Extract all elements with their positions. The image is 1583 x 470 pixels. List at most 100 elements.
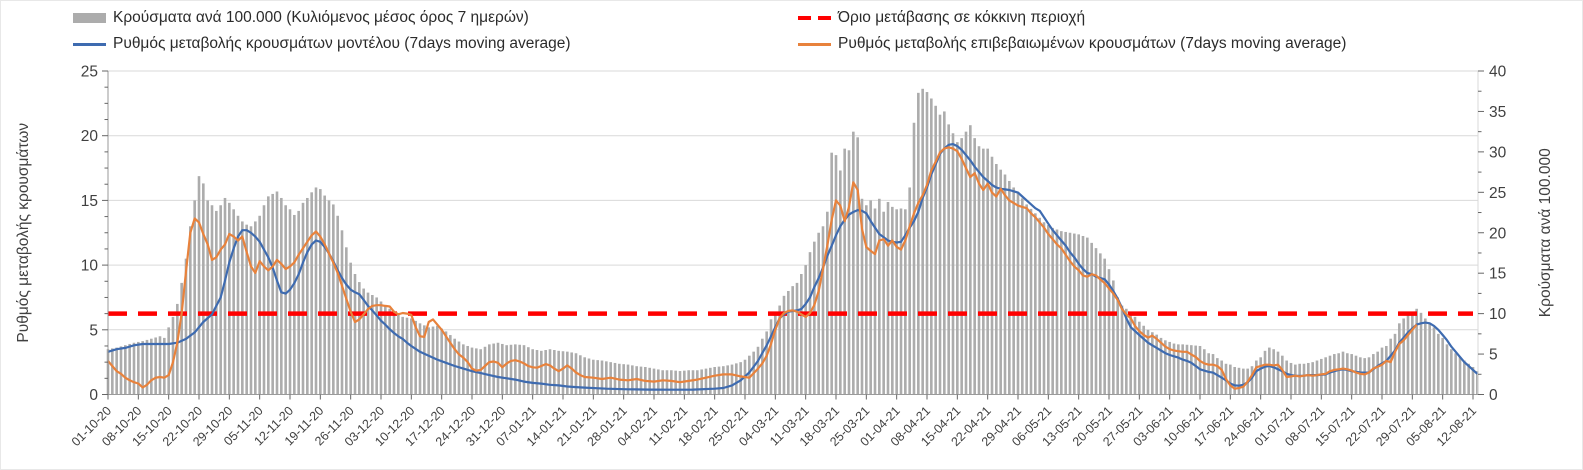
daily-cases-bar [934, 105, 937, 395]
daily-cases-bar [1090, 242, 1093, 395]
daily-cases-bar [817, 232, 820, 395]
right-axis-tick-label: 15 [1489, 266, 1506, 283]
daily-cases-bar [496, 342, 500, 395]
daily-cases-bar [899, 208, 903, 395]
y-axis-left: 0 5 10 15 20 25 [81, 64, 108, 404]
daily-cases-bar [1237, 367, 1241, 395]
daily-cases-bar [713, 367, 716, 395]
daily-cases-bar [111, 348, 114, 395]
daily-cases-bar [1441, 337, 1444, 395]
daily-cases-bar [336, 215, 339, 395]
daily-cases-bar [982, 148, 985, 395]
daily-cases-bar [262, 205, 266, 395]
daily-cases-bar [219, 205, 222, 395]
blue-line-swatch-icon [73, 42, 106, 46]
daily-cases-bar [280, 197, 283, 395]
daily-cases-bar [570, 352, 573, 395]
daily-cases-bar [726, 365, 729, 395]
daily-cases-bar [392, 312, 396, 395]
daily-cases-bar [384, 305, 387, 395]
daily-cases-bar [410, 318, 413, 395]
daily-cases-bar [1341, 351, 1345, 395]
daily-cases-bar [232, 209, 235, 395]
daily-cases-bar [1233, 367, 1236, 395]
daily-cases-bar [206, 200, 209, 395]
daily-cases-bar [1272, 349, 1275, 395]
daily-cases-bar [310, 192, 313, 395]
daily-cases-bar [1103, 258, 1106, 395]
daily-cases-bar [847, 150, 851, 395]
daily-cases-bar [739, 362, 742, 395]
left-axis-tick-label: 5 [89, 322, 98, 339]
daily-cases-bar [527, 347, 530, 395]
daily-cases-bar [132, 342, 136, 395]
daily-cases-bar [483, 346, 487, 395]
daily-cases-bar [995, 164, 998, 395]
daily-cases-bar [1328, 355, 1332, 395]
daily-cases-bar [314, 187, 318, 395]
daily-cases-bar [1164, 340, 1167, 395]
daily-cases-bar [371, 295, 374, 395]
daily-cases-bar [241, 221, 244, 395]
daily-cases-bar [514, 344, 517, 395]
daily-cases-bar [1047, 225, 1050, 395]
daily-cases-bar [319, 189, 322, 395]
daily-cases-bar [137, 341, 140, 395]
daily-cases-bar [332, 204, 335, 395]
daily-cases-bar [886, 202, 890, 395]
daily-cases-bar [856, 137, 859, 395]
daily-cases-bar [925, 92, 929, 395]
daily-cases-bar [1259, 357, 1262, 395]
daily-cases-bar [821, 226, 825, 395]
daily-cases-bar [358, 282, 361, 395]
right-axis-tick-label: 0 [1489, 387, 1498, 404]
right-axis-tick-label: 30 [1489, 144, 1507, 161]
daily-cases-bar [518, 344, 521, 395]
daily-cases-bar [912, 122, 916, 395]
daily-cases-bar [969, 125, 972, 395]
daily-cases-bar [414, 320, 417, 395]
daily-cases-bar [306, 197, 309, 395]
daily-cases-bar [267, 196, 270, 395]
daily-cases-bar [293, 214, 296, 395]
right-axis-tick-label: 25 [1489, 185, 1506, 202]
daily-cases-bar [1471, 367, 1475, 395]
daily-cases-bar [479, 349, 482, 395]
daily-cases-bar [1146, 329, 1150, 395]
daily-cases-bar [1138, 321, 1141, 395]
daily-cases-bar [1268, 347, 1271, 395]
right-axis-tick-label: 10 [1489, 306, 1507, 323]
daily-cases-bar [540, 350, 543, 395]
daily-cases-bar [977, 146, 981, 395]
axis-titles: Ρυθμός μεταβολής κρουσμάτων Κρούσματα ανά… [15, 123, 1554, 343]
daily-cases-bar [1424, 318, 1427, 395]
daily-cases-bar [254, 221, 257, 395]
daily-cases-bar [145, 339, 149, 395]
daily-cases-bar [1155, 334, 1158, 395]
daily-cases-bar [1380, 347, 1384, 395]
daily-cases-bar [813, 241, 816, 395]
daily-cases-bar [843, 148, 846, 395]
daily-cases-bar [1437, 333, 1440, 395]
daily-cases-bar [800, 274, 803, 395]
daily-cases-bar [1116, 297, 1119, 395]
daily-cases-bar [1294, 364, 1297, 395]
daily-cases-bar [189, 226, 192, 395]
daily-cases-bar [176, 303, 179, 395]
daily-cases-bar [973, 138, 976, 395]
daily-cases-bar [258, 215, 261, 395]
daily-cases-bar [917, 92, 920, 395]
daily-cases-bar [215, 210, 218, 395]
daily-cases-bar [388, 308, 391, 395]
daily-cases-bar [1333, 354, 1336, 395]
bars-series [106, 88, 1479, 395]
daily-cases-bar [1003, 174, 1007, 395]
daily-cases-bar [700, 369, 703, 395]
daily-cases-bar [405, 317, 409, 395]
daily-cases-bar [197, 176, 201, 395]
daily-cases-bar [717, 366, 721, 395]
daily-cases-bar [1467, 363, 1470, 395]
confirmed-line-group [107, 146, 1418, 390]
daily-cases-bar [1016, 192, 1020, 395]
